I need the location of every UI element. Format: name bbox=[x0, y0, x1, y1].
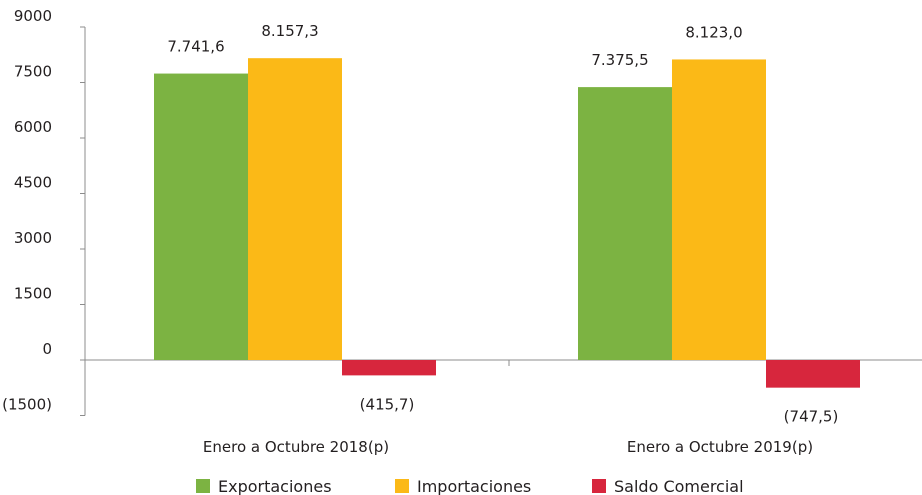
data-label: (747,5) bbox=[784, 408, 839, 426]
legend-swatch bbox=[395, 479, 409, 493]
y-tick-label: 4500 bbox=[14, 174, 52, 192]
data-label: 8.157,3 bbox=[261, 22, 318, 40]
y-tick-label: 6000 bbox=[14, 118, 52, 136]
data-label: (415,7) bbox=[360, 395, 415, 413]
category-label: Enero a Octubre 2019(p) bbox=[627, 438, 813, 456]
bar bbox=[248, 58, 342, 360]
legend-swatch bbox=[196, 479, 210, 493]
category-label: Enero a Octubre 2018(p) bbox=[203, 438, 389, 456]
bar bbox=[672, 59, 766, 360]
bar bbox=[342, 360, 436, 376]
y-tick-label: 9000 bbox=[14, 7, 52, 25]
bar bbox=[766, 360, 860, 388]
bar bbox=[578, 87, 672, 360]
category-labels: Enero a Octubre 2018(p) Enero a Octubre 2… bbox=[203, 438, 813, 456]
chart-legend: Exportaciones Importaciones Saldo Comercia… bbox=[196, 477, 744, 495]
y-tick-label: 3000 bbox=[14, 229, 52, 247]
data-labels: 7.741,6 7.375,5 8.157,3 8.123,0 (415,7) (747,… bbox=[167, 22, 838, 425]
y-tick-label: 0 bbox=[42, 340, 52, 358]
data-label: 7.375,5 bbox=[591, 51, 648, 69]
legend-label: Saldo Comercial bbox=[614, 477, 744, 495]
chart-bars bbox=[154, 58, 860, 388]
y-tick-label: 1500 bbox=[14, 285, 52, 303]
bar bbox=[154, 73, 248, 361]
y-axis-ticks: 9000 7500 6000 4500 3000 1500 0 (1500) bbox=[2, 7, 85, 416]
legend-swatch bbox=[592, 479, 606, 493]
y-tick-label: (1500) bbox=[2, 396, 52, 414]
legend-label: Importaciones bbox=[417, 477, 531, 495]
data-label: 7.741,6 bbox=[167, 38, 224, 56]
legend-label: Exportaciones bbox=[218, 477, 332, 495]
y-tick-label: 7500 bbox=[14, 63, 52, 81]
data-label: 8.123,0 bbox=[685, 23, 742, 41]
